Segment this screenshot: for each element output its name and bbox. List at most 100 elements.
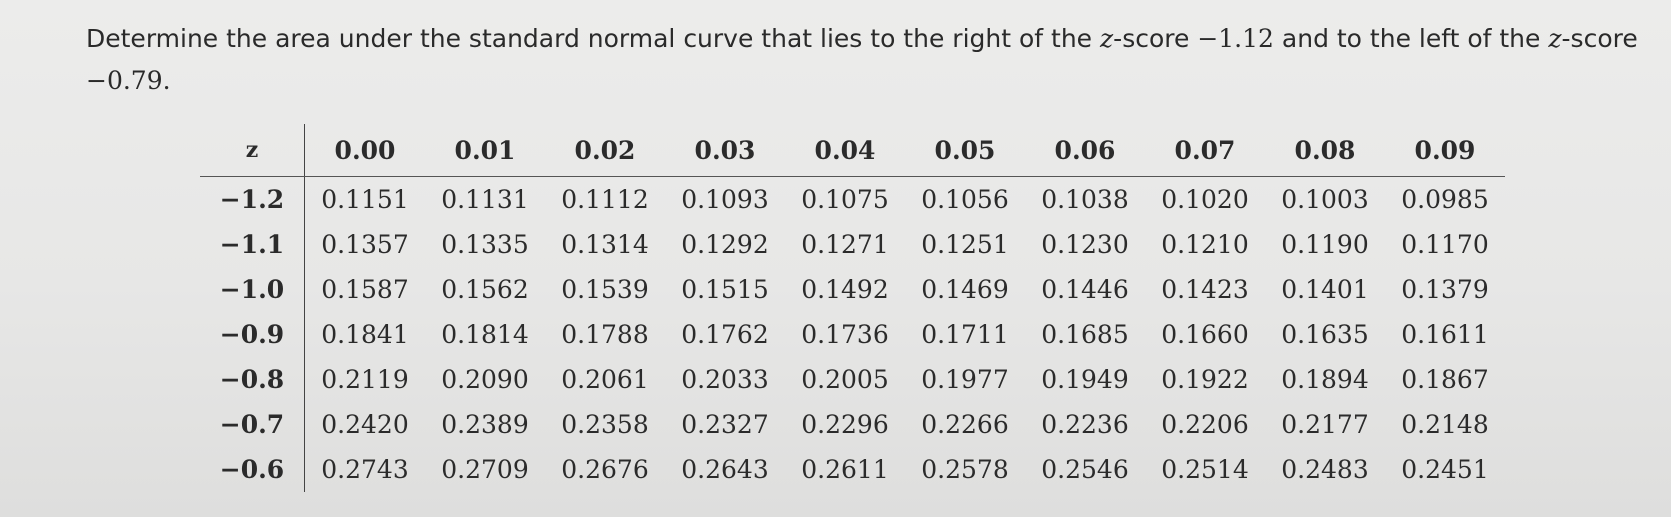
question-mid-2: and to the left of the: [1273, 24, 1549, 53]
table-cell: 0.1020: [1161, 185, 1249, 214]
table-cell: 0.2033: [681, 365, 769, 394]
table-cell: 0.1131: [441, 185, 529, 214]
table-cell: 0.2119: [321, 365, 409, 394]
table-cell: 0.2148: [1401, 410, 1489, 439]
column-header: 0.01: [425, 124, 545, 177]
table-cell: 0.1003: [1281, 185, 1369, 214]
table-cell: 0.2358: [561, 410, 649, 439]
table-cell: 0.1788: [561, 320, 649, 349]
table-cell: 0.1190: [1281, 230, 1369, 259]
table-cell: 0.2061: [561, 365, 649, 394]
row-z-value: −1.1: [200, 222, 305, 267]
z-symbol: z: [1100, 24, 1114, 53]
row-z-value: −0.6: [200, 447, 305, 492]
table-cell: 0.1814: [441, 320, 529, 349]
table-cell: 0.1515: [681, 275, 769, 304]
question-suffix: -score: [1561, 24, 1638, 53]
row-z-value: −0.9: [200, 312, 305, 357]
column-header: 0.00: [304, 124, 425, 177]
table-cell: 0.1660: [1161, 320, 1249, 349]
table-row: −1.0 0.1587 0.1562 0.1539 0.1515 0.1492 0.1469…: [200, 267, 1505, 312]
table-cell: 0.1292: [681, 230, 769, 259]
column-header: 0.06: [1025, 124, 1145, 177]
z-score-1: −1.12: [1197, 24, 1274, 53]
table-cell: 0.2483: [1281, 455, 1369, 484]
table-cell: 0.1949: [1041, 365, 1129, 394]
table-row: −0.9 0.1841 0.1814 0.1788 0.1762 0.1736 0.1711…: [200, 312, 1505, 357]
table-cell: 0.1379: [1401, 275, 1489, 304]
table-row: −1.2 0.1151 0.1131 0.1112 0.1093 0.1075 0.1056…: [200, 176, 1505, 222]
table-cell: 0.1075: [801, 185, 889, 214]
table-cell: 0.1977: [921, 365, 1009, 394]
table-cell: 0.1056: [921, 185, 1009, 214]
table-cell: 0.1112: [561, 185, 649, 214]
table-cell: 0.1335: [441, 230, 529, 259]
table-row: −0.8 0.2119 0.2090 0.2061 0.2033 0.2005 0.1977…: [200, 357, 1505, 402]
table-cell: 0.1539: [561, 275, 649, 304]
table-cell: 0.2090: [441, 365, 529, 394]
table-row: −0.6 0.2743 0.2709 0.2676 0.2643 0.2611 0.2578…: [200, 447, 1505, 492]
table-cell: 0.2676: [561, 455, 649, 484]
table-cell: 0.1038: [1041, 185, 1129, 214]
table-cell: 0.1357: [321, 230, 409, 259]
z-table-body: −1.2 0.1151 0.1131 0.1112 0.1093 0.1075 0.1056…: [200, 176, 1505, 492]
table-cell: 0.1841: [321, 320, 409, 349]
table-cell: 0.1736: [801, 320, 889, 349]
table-cell: 0.1562: [441, 275, 529, 304]
z-column-header: z: [200, 124, 305, 177]
table-cell: 0.1635: [1281, 320, 1369, 349]
column-header: 0.07: [1145, 124, 1265, 177]
table-cell: 0.1170: [1401, 230, 1489, 259]
table-cell: 0.1685: [1041, 320, 1129, 349]
table-cell: 0.1093: [681, 185, 769, 214]
row-z-value: −1.2: [200, 176, 305, 222]
table-cell: 0.1469: [921, 275, 1009, 304]
table-cell: 0.1867: [1401, 365, 1489, 394]
table-row: −0.7 0.2420 0.2389 0.2358 0.2327 0.2296 0.2266…: [200, 402, 1505, 447]
row-z-value: −1.0: [200, 267, 305, 312]
column-header: 0.02: [545, 124, 665, 177]
table-cell: 0.1151: [321, 185, 409, 214]
column-header: 0.05: [905, 124, 1025, 177]
table-cell: 0.0985: [1401, 185, 1489, 214]
table-cell: 0.1423: [1161, 275, 1249, 304]
column-header: 0.09: [1385, 124, 1505, 177]
table-cell: 0.2389: [441, 410, 529, 439]
question-text: Determine the area under the standard no…: [86, 18, 1646, 102]
table-cell: 0.1251: [921, 230, 1009, 259]
table-cell: 0.1446: [1041, 275, 1129, 304]
table-cell: 0.2206: [1161, 410, 1249, 439]
table-cell: 0.1230: [1041, 230, 1129, 259]
table-cell: 0.2611: [801, 455, 889, 484]
z-symbol-2: z: [1548, 24, 1562, 53]
table-cell: 0.2296: [801, 410, 889, 439]
table-cell: 0.2514: [1161, 455, 1249, 484]
question-line-2: −0.79.: [86, 60, 1646, 102]
table-cell: 0.2546: [1041, 455, 1129, 484]
table-cell: 0.2643: [681, 455, 769, 484]
table-cell: 0.1922: [1161, 365, 1249, 394]
row-z-value: −0.7: [200, 402, 305, 447]
table-cell: 0.1210: [1161, 230, 1249, 259]
table-cell: 0.1762: [681, 320, 769, 349]
table-cell: 0.1271: [801, 230, 889, 259]
question-end-punct: .: [162, 66, 171, 95]
table-row: −1.1 0.1357 0.1335 0.1314 0.1292 0.1271 0.1251…: [200, 222, 1505, 267]
column-header: 0.04: [785, 124, 905, 177]
table-cell: 0.2709: [441, 455, 529, 484]
question-line-1: Determine the area under the standard no…: [86, 18, 1646, 60]
z-table: z 0.00 0.01 0.02 0.03 0.04 0.05 0.06 0.07 0.08 0.…: [200, 124, 1505, 492]
table-cell: 0.2420: [321, 410, 409, 439]
question-mid: -score: [1113, 24, 1198, 53]
table-cell: 0.1492: [801, 275, 889, 304]
column-header: 0.08: [1265, 124, 1385, 177]
table-cell: 0.2743: [321, 455, 409, 484]
table-cell: 0.2578: [921, 455, 1009, 484]
z-score-2: −0.79: [86, 66, 163, 95]
table-cell: 0.1894: [1281, 365, 1369, 394]
table-cell: 0.1401: [1281, 275, 1369, 304]
table-cell: 0.2327: [681, 410, 769, 439]
table-cell: 0.1611: [1401, 320, 1489, 349]
row-z-value: −0.8: [200, 357, 305, 402]
table-cell: 0.2177: [1281, 410, 1369, 439]
